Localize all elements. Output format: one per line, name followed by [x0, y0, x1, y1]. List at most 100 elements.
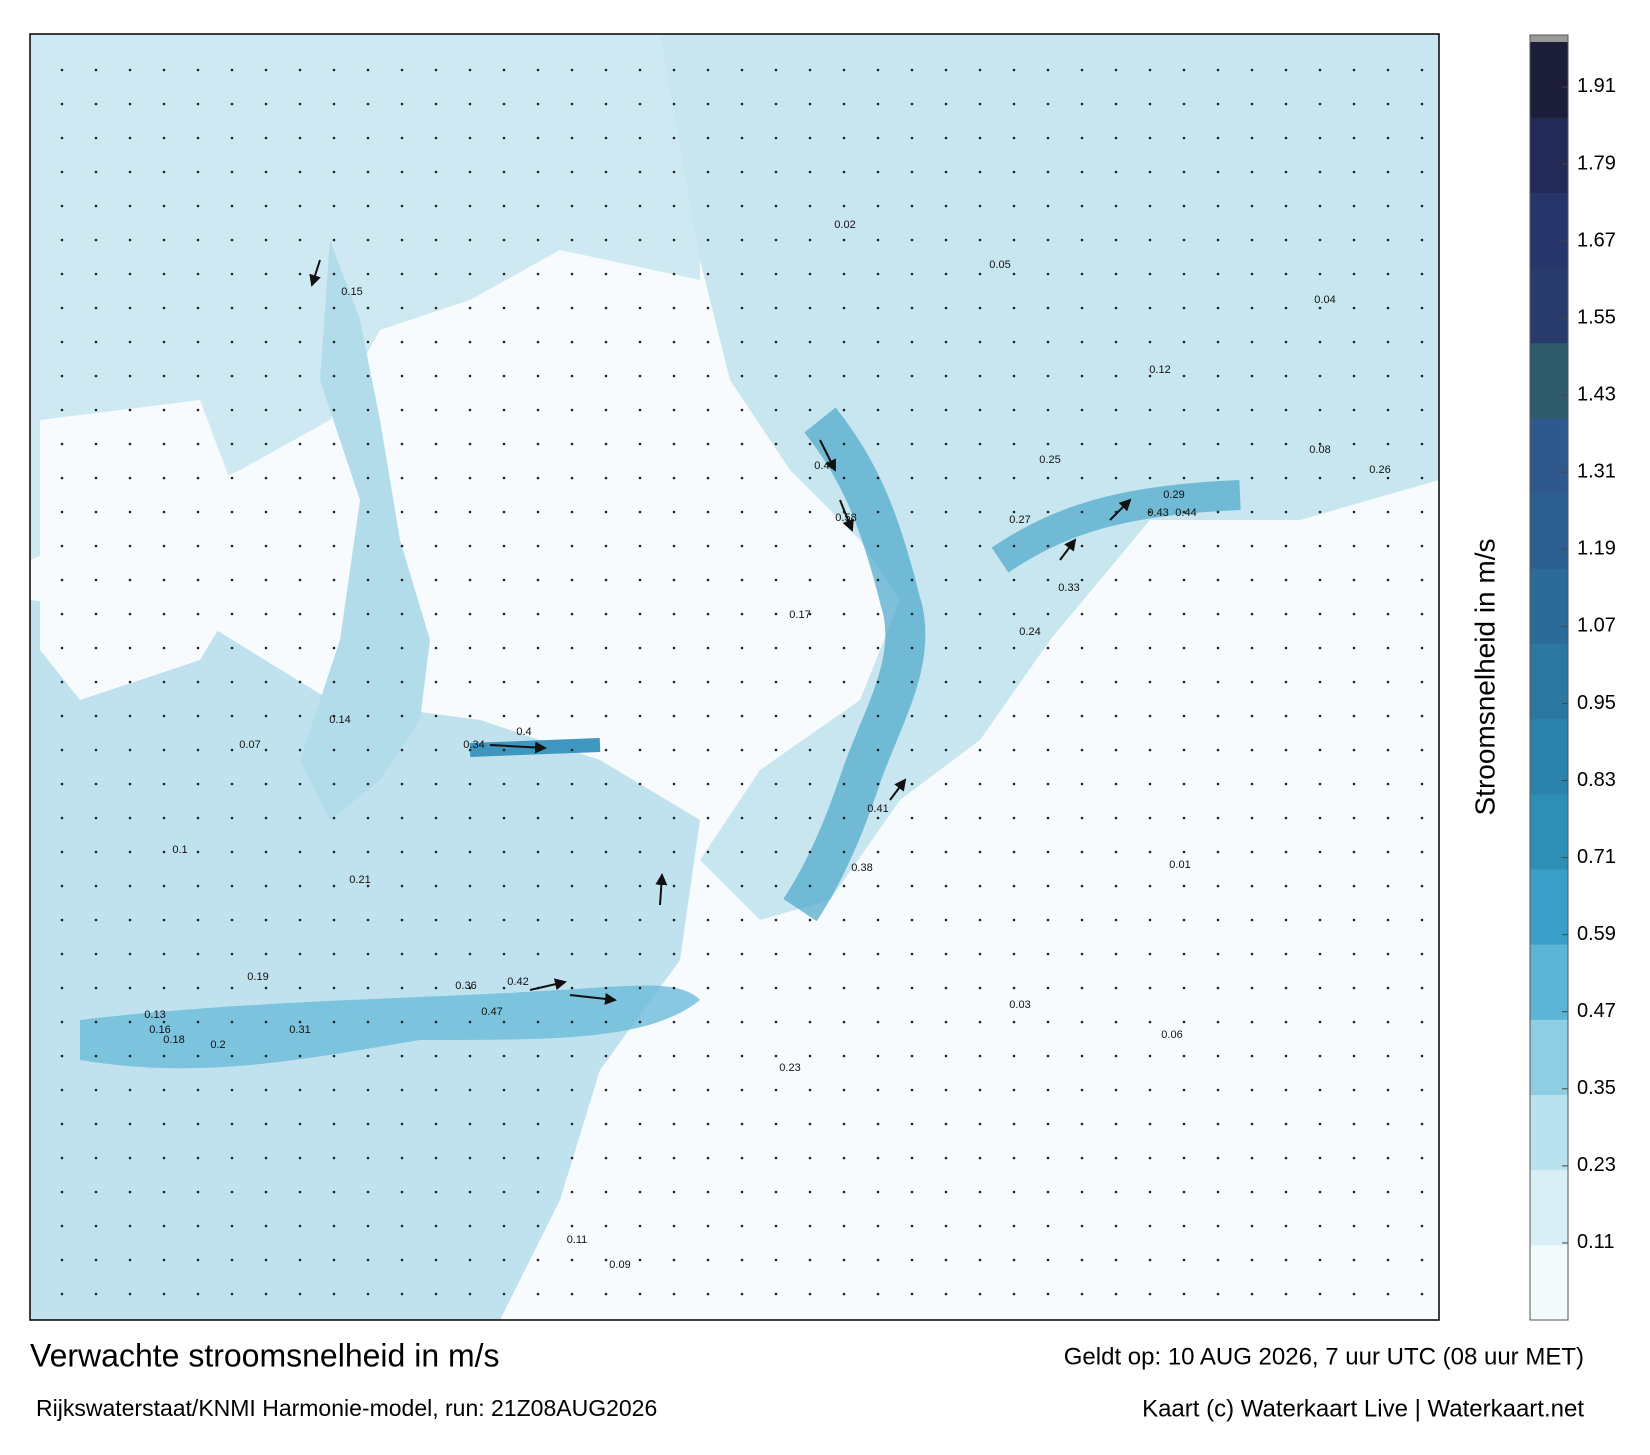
grid-dot — [978, 1258, 982, 1262]
grid-dot — [1114, 578, 1118, 582]
grid-dot — [944, 442, 948, 446]
grid-dot — [264, 476, 268, 480]
grid-dot — [196, 170, 200, 174]
grid-dot — [876, 476, 880, 480]
grid-dot — [808, 850, 812, 854]
grid-dot — [298, 306, 302, 310]
grid-dot — [808, 578, 812, 582]
colorbar-tick-label: 0.71 — [1577, 846, 1616, 868]
grid-dot — [1080, 1122, 1084, 1126]
arrow — [819, 439, 836, 472]
grid-dot — [604, 918, 608, 922]
grid-dot — [128, 1088, 132, 1092]
grid-dot — [128, 1224, 132, 1228]
grid-dot — [366, 986, 370, 990]
grid-dot — [1012, 476, 1016, 480]
grid-dot — [332, 408, 336, 412]
grid-dot — [1182, 1020, 1186, 1024]
grid-dot — [978, 170, 982, 174]
grid-dot — [196, 782, 200, 786]
grid-dot — [672, 1292, 676, 1296]
grid-dot — [638, 306, 642, 310]
grid-dot — [604, 408, 608, 412]
grid-dot — [1250, 1122, 1254, 1126]
grid-dot — [162, 1224, 166, 1228]
grid-dot — [60, 782, 64, 786]
grid-dot — [1420, 238, 1424, 242]
grid-dot — [1012, 102, 1016, 106]
grid-dot — [1250, 850, 1254, 854]
grid-dot — [1046, 782, 1050, 786]
grid-dot — [1012, 1020, 1016, 1024]
grid-dot — [1080, 1292, 1084, 1296]
grid-dot — [94, 612, 98, 616]
grid-dot — [1216, 1292, 1220, 1296]
grid-dot — [94, 272, 98, 276]
grid-dot — [536, 544, 540, 548]
grid-dot — [876, 850, 880, 854]
colorbar-tick-label: 1.79 — [1577, 152, 1616, 174]
grid-dot — [1046, 578, 1050, 582]
grid-dot — [672, 986, 676, 990]
grid-dot — [230, 408, 234, 412]
grid-dot — [400, 952, 404, 956]
grid-dot — [400, 816, 404, 820]
grid-dot — [434, 1258, 438, 1262]
grid-dot — [1080, 544, 1084, 548]
grid-dot — [1080, 612, 1084, 616]
grid-dot — [60, 986, 64, 990]
grid-dot — [638, 1224, 642, 1228]
grid-dot — [536, 272, 540, 276]
grid-dot — [1182, 1088, 1186, 1092]
grid-dot — [1352, 68, 1356, 72]
grid-dot — [570, 1122, 574, 1126]
grid-dot — [842, 1258, 846, 1262]
grid-dot — [1318, 578, 1322, 582]
grid-dot — [876, 680, 880, 684]
grid-dot — [1080, 1224, 1084, 1228]
grid-dot — [332, 374, 336, 378]
grid-dot — [1420, 714, 1424, 718]
grid-dot — [400, 748, 404, 752]
grid-dot — [60, 646, 64, 650]
grid-dot — [978, 510, 982, 514]
grid-dot — [536, 170, 540, 174]
grid-dot — [740, 408, 744, 412]
grid-dot — [298, 1258, 302, 1262]
grid-dot — [332, 68, 336, 72]
grid-dot — [400, 442, 404, 446]
grid-dot — [1148, 136, 1152, 140]
grid-dot — [808, 510, 812, 514]
grid-dot — [60, 306, 64, 310]
grid-dot — [1216, 612, 1220, 616]
grid-dot — [1420, 170, 1424, 174]
grid-dot — [1318, 1156, 1322, 1160]
grid-dot — [60, 442, 64, 446]
grid-dot — [638, 544, 642, 548]
grid-dot — [1148, 816, 1152, 820]
grid-dot — [366, 952, 370, 956]
grid-dot — [434, 884, 438, 888]
grid-dot — [468, 340, 472, 344]
grid-dot — [672, 714, 676, 718]
grid-dot — [1148, 238, 1152, 242]
grid-dot — [162, 782, 166, 786]
grid-dot — [434, 578, 438, 582]
grid-dot — [808, 952, 812, 956]
grid-dot — [1250, 714, 1254, 718]
grid-dot — [842, 340, 846, 344]
grid-dot — [1182, 952, 1186, 956]
grid-dot — [570, 612, 574, 616]
grid-dot — [94, 442, 98, 446]
grid-dot — [502, 374, 506, 378]
grid-dot — [128, 680, 132, 684]
grid-dot — [400, 68, 404, 72]
grid-dot — [740, 646, 744, 650]
grid-dot — [604, 1224, 608, 1228]
grid-dot — [910, 646, 914, 650]
grid-dot — [230, 204, 234, 208]
grid-dot — [60, 578, 64, 582]
grid-dot — [706, 170, 710, 174]
grid-dot — [638, 816, 642, 820]
grid-dot — [434, 714, 438, 718]
